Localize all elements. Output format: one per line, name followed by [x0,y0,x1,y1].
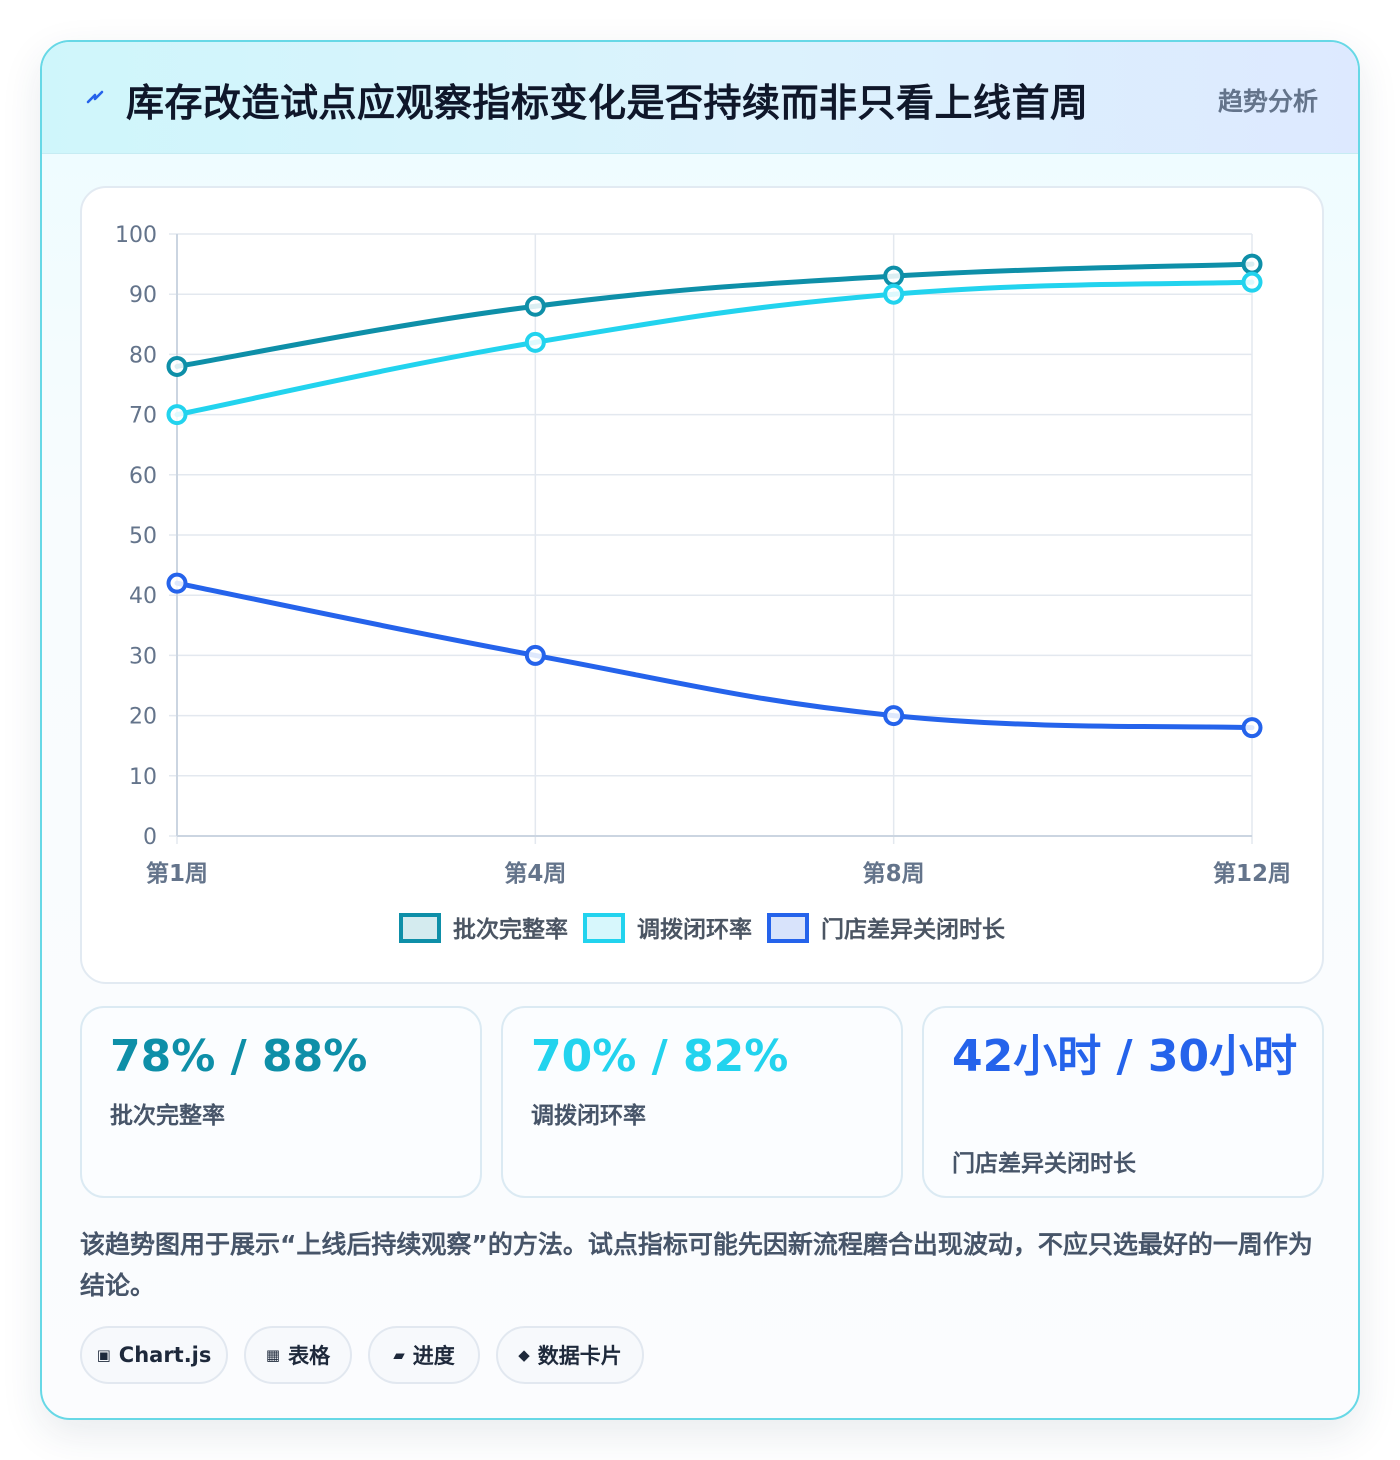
trend-card: 库存改造试点应观察指标变化是否持续而非只看上线首周 趋势分析 0 10 20 30 40… [40,40,1360,1420]
line-chart: 0 10 20 30 40 50 60 70 80 90 100 第1周 第4周 第8周 第12周批次完整率… [115,223,1291,943]
legend-label: 批次完整率 [453,916,568,943]
x-tick-label: 第1周 [146,860,208,887]
data-point [524,644,546,666]
data-point [883,705,905,727]
table-icon: ▦ [265,1346,281,1364]
description-text: 该趋势图用于展示“上线后持续观察”的方法。试点指标可能先因新流程磨合出现波动，不… [80,1230,1313,1300]
chip-label: Chart.js [118,1343,212,1367]
legend-label: 调拨闭环率 [637,916,752,943]
series-line-1 [174,261,1255,369]
legend-swatch [399,913,441,943]
series-line-3 [174,580,1255,731]
y-tick-label: 50 [129,524,157,549]
x-tick-label: 第4周 [504,860,566,887]
stat-value: 70% / 82% [531,1031,789,1082]
data-point [883,265,905,287]
y-tick-label: 80 [129,343,157,368]
y-tick-label: 70 [129,404,157,429]
legend-label: 门店差异关闭时长 [821,916,1006,943]
progress-icon: ▰ [393,1346,405,1364]
data-point [1241,253,1263,275]
chip-table[interactable]: ▦ 表格 [244,1326,352,1384]
y-tick-label: 20 [129,705,157,730]
stat-label: 调拨闭环率 [531,1103,646,1129]
y-tick-label: 60 [129,464,157,489]
chip-label: 数据卡片 [537,1344,622,1368]
data-point [524,331,546,353]
stat-card-transfer: 70% / 82% 调拨闭环率 [501,1006,903,1198]
stat-card-store-diff: 42小时 / 30小时 门店差异关闭时长 [922,1006,1324,1198]
chip-data-card[interactable]: ◆ 数据卡片 [496,1326,644,1384]
chip-progress[interactable]: ▰ 进度 [368,1326,480,1384]
y-tick-label: 40 [129,584,157,609]
stat-value: 78% / 88% [110,1031,368,1082]
y-tick-label: 100 [115,223,157,248]
series-line-2 [174,279,1255,418]
y-tick-label: 30 [129,644,157,669]
stat-label: 门店差异关闭时长 [952,1151,1136,1177]
lightning-icon [86,90,104,104]
legend-swatch [583,913,625,943]
chip-label: 表格 [288,1344,331,1368]
card-icon: ◆ [518,1346,530,1364]
x-tick-label: 第8周 [863,860,925,887]
chart-panel: 0 10 20 30 40 50 60 70 80 90 100 第1周 第4周 第8周 第12周批次完整率… [80,186,1324,984]
chip-label: 进度 [412,1344,455,1368]
card-header: 库存改造试点应观察指标变化是否持续而非只看上线首周 趋势分析 [42,42,1358,154]
stat-label: 批次完整率 [110,1103,225,1129]
page-title: 库存改造试点应观察指标变化是否持续而非只看上线首周 [126,81,1089,125]
category-tag: 趋势分析 [1217,87,1318,116]
y-tick-label: 90 [129,283,157,308]
stat-card-batch: 78% / 88% 批次完整率 [80,1006,482,1198]
data-point [166,572,188,594]
data-point [1241,717,1263,739]
data-point [1241,271,1263,293]
y-tick-label: 0 [143,825,157,850]
chip-chartjs[interactable]: ▣ Chart.js [80,1326,228,1384]
data-point [166,355,188,377]
chart-icon: ▣ [96,1346,111,1364]
data-point [883,283,905,305]
data-point [166,404,188,426]
y-tick-label: 10 [129,765,157,790]
legend-swatch [767,913,809,943]
x-tick-label: 第12周 [1213,860,1291,887]
stat-value: 42小时 / 30小时 [952,1031,1298,1082]
data-point [524,295,546,317]
